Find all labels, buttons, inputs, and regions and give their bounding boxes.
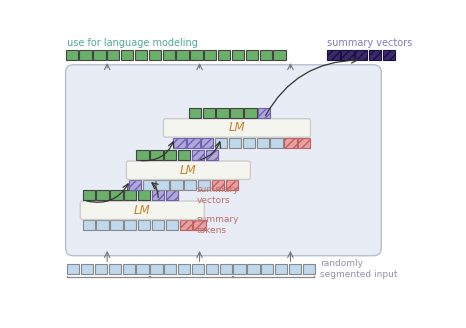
Bar	[138, 190, 150, 200]
Bar	[178, 150, 190, 160]
Bar	[192, 150, 204, 160]
Bar	[110, 220, 123, 230]
Bar	[178, 264, 190, 274]
Text: randomly
segmented input: randomly segmented input	[320, 259, 397, 279]
Bar	[96, 190, 109, 200]
Text: summary
tokens: summary tokens	[197, 215, 239, 235]
Bar	[179, 220, 192, 230]
Bar	[107, 50, 119, 60]
Bar	[166, 220, 178, 230]
Bar	[229, 138, 241, 148]
Bar	[157, 180, 169, 190]
Bar	[218, 50, 230, 60]
Bar	[166, 190, 178, 200]
Bar	[206, 264, 218, 274]
Bar	[243, 138, 255, 148]
Bar	[369, 50, 381, 60]
Bar	[270, 138, 283, 148]
Bar	[67, 264, 79, 274]
Bar	[215, 138, 227, 148]
Bar	[383, 50, 395, 60]
Bar	[244, 108, 257, 118]
Text: summary vectors: summary vectors	[328, 38, 412, 48]
Bar	[164, 264, 177, 274]
Bar	[82, 220, 95, 230]
Bar	[109, 264, 121, 274]
Text: LM: LM	[180, 164, 197, 177]
Bar	[355, 50, 367, 60]
Bar	[189, 108, 201, 118]
Bar	[95, 264, 107, 274]
Bar	[257, 138, 269, 148]
Bar	[190, 50, 203, 60]
Bar	[203, 108, 215, 118]
Bar	[187, 138, 199, 148]
Bar	[289, 264, 301, 274]
FancyBboxPatch shape	[126, 161, 250, 179]
Bar	[246, 50, 258, 60]
Bar	[204, 50, 217, 60]
Bar	[201, 138, 213, 148]
Bar	[79, 50, 92, 60]
Bar	[258, 108, 270, 118]
Bar	[177, 50, 189, 60]
FancyBboxPatch shape	[80, 201, 204, 219]
Bar	[284, 138, 296, 148]
Bar	[152, 220, 164, 230]
Bar	[138, 220, 150, 230]
Bar	[137, 150, 149, 160]
Bar	[135, 50, 147, 60]
Bar	[206, 150, 218, 160]
Text: summary
vectors: summary vectors	[197, 185, 239, 205]
Bar	[81, 264, 93, 274]
Bar	[274, 50, 286, 60]
Bar	[93, 50, 106, 60]
Bar	[230, 108, 243, 118]
Bar	[219, 264, 232, 274]
Text: use for language modeling: use for language modeling	[67, 38, 198, 48]
Bar	[232, 50, 244, 60]
Bar	[150, 150, 163, 160]
Bar	[341, 50, 354, 60]
Bar	[121, 50, 133, 60]
Bar	[96, 220, 109, 230]
Bar	[233, 264, 246, 274]
Bar	[184, 180, 197, 190]
Bar	[198, 180, 210, 190]
Bar	[143, 180, 155, 190]
Bar	[123, 264, 135, 274]
Bar	[298, 138, 310, 148]
Bar	[163, 50, 175, 60]
FancyBboxPatch shape	[66, 65, 381, 256]
Bar	[212, 180, 224, 190]
Bar	[226, 180, 238, 190]
Bar	[275, 264, 288, 274]
Bar	[260, 50, 272, 60]
Bar	[328, 50, 340, 60]
Bar	[66, 50, 78, 60]
Bar	[150, 264, 163, 274]
FancyBboxPatch shape	[164, 119, 310, 137]
Bar	[129, 180, 141, 190]
Bar	[124, 190, 137, 200]
Bar	[217, 108, 229, 118]
Bar	[164, 150, 177, 160]
Bar	[173, 138, 185, 148]
Bar	[170, 180, 183, 190]
Bar	[110, 190, 123, 200]
Bar	[82, 190, 95, 200]
Bar	[192, 264, 204, 274]
Bar	[303, 264, 315, 274]
Bar	[247, 264, 260, 274]
Bar	[137, 264, 149, 274]
Bar	[149, 50, 161, 60]
Text: LM: LM	[229, 121, 245, 134]
Bar	[152, 190, 164, 200]
Text: LM: LM	[134, 204, 151, 217]
Bar	[193, 220, 206, 230]
Bar	[261, 264, 274, 274]
Bar	[124, 220, 137, 230]
